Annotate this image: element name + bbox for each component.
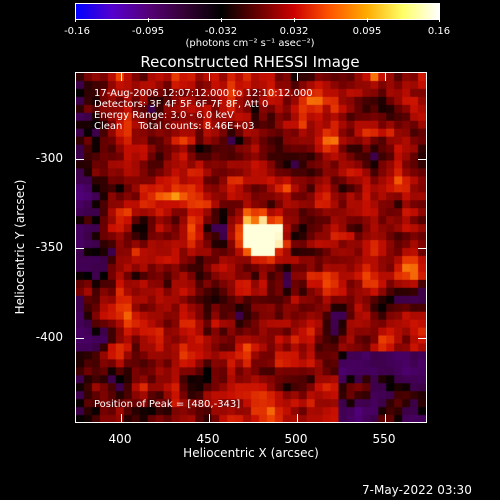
- x-tick-label: 450: [196, 432, 220, 446]
- info-time-range: 17-Aug-2006 12:07:12.000 to 12:10:12.000: [94, 88, 313, 99]
- rhessi-image: [76, 73, 426, 422]
- x-tick-label: 550: [372, 432, 396, 446]
- colorbar-tick-label: 0.032: [279, 26, 309, 37]
- y-tick-label: -300: [35, 151, 63, 165]
- colorbar-tick-label: -0.16: [64, 26, 90, 37]
- info-detectors: Detectors: 3F 4F 5F 6F 7F 8F, Att 0: [94, 99, 269, 110]
- info-energy-range: Energy Range: 3.0 - 6.0 keV: [94, 110, 234, 121]
- colorbar-units: (photons cm⁻² s⁻¹ asec⁻²): [185, 38, 315, 49]
- y-tick-label: -400: [35, 330, 63, 344]
- x-axis-label: Heliocentric X (arcsec): [183, 446, 319, 460]
- y-axis-label: Heliocentric Y (arcsec): [13, 179, 27, 315]
- peak-position-label: Position of Peak = [480,-343]: [94, 399, 241, 410]
- colorbar-tick-label: -0.095: [131, 26, 165, 37]
- y-tick-label: -350: [35, 240, 63, 254]
- x-tick-label: 500: [284, 432, 308, 446]
- plot-title: Reconstructed RHESSI Image: [140, 53, 360, 71]
- info-clean-counts: Clean Total counts: 8.46E+03: [94, 121, 255, 132]
- image-plot-area: 17-Aug-2006 12:07:12.000 to 12:10:12.000…: [75, 72, 427, 423]
- footer-timestamp: 7-May-2022 03:30: [362, 483, 472, 497]
- colorbar-tick-label: -0.032: [204, 26, 238, 37]
- x-tick-label: 400: [108, 432, 132, 446]
- colorbar: [75, 3, 440, 20]
- colorbar-tick-label: 0.095: [352, 26, 382, 37]
- colorbar-tick-label: 0.16: [427, 26, 451, 37]
